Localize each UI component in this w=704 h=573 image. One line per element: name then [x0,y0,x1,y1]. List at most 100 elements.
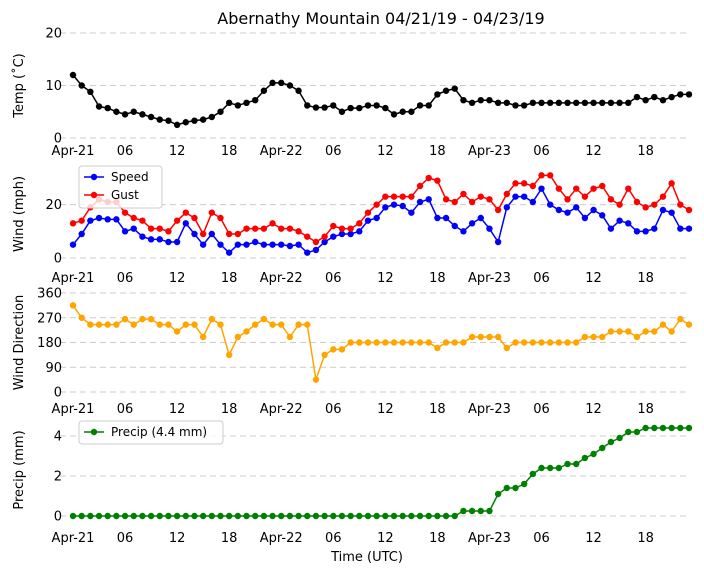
data-point [494,238,502,246]
data-point [356,339,363,346]
x-tick-label: 06 [533,271,550,286]
y-tick-label: 20 [45,27,62,42]
x-tick-label: 18 [221,271,238,286]
data-point [330,102,337,109]
x-tick-label: 06 [117,271,134,286]
data-point [104,104,111,112]
data-point [651,328,658,335]
data-point [321,351,328,359]
y-tick-label: 10 [45,79,62,94]
data-point [633,198,641,206]
x-tick-label: 18 [637,531,654,546]
data-point [633,93,641,101]
data-point [121,512,129,520]
data-point [113,216,120,223]
data-point [625,428,632,436]
data-point [503,204,511,211]
data-point [87,217,94,224]
data-point [312,246,320,254]
data-point [607,225,615,232]
data-point [121,209,129,216]
data-point [434,344,441,352]
x-tick-label: 12 [169,402,186,417]
data-point [234,512,242,520]
data-point [633,428,641,436]
data-point [182,512,189,520]
data-point [147,236,155,243]
data-point [364,209,372,216]
y-tick-label: 180 [37,336,62,351]
data-point [78,512,85,520]
data-point [529,198,537,206]
data-point [434,214,441,222]
data-point [78,82,85,89]
data-point [173,238,181,246]
data-point [251,225,259,232]
data-point [677,424,684,432]
data-point [173,217,181,224]
data-point [260,87,268,94]
data-point [625,220,632,227]
data-point [225,249,233,256]
data-point [477,97,484,104]
y-axis-label: Wind (mph) [12,176,27,252]
y-tick-label: 360 [37,287,62,302]
data-point [599,182,606,190]
data-point [590,450,597,458]
data-point [217,321,224,328]
data-point [616,328,623,335]
data-point [460,507,467,515]
x-tick-label: 12 [377,271,394,286]
data-point [234,230,242,238]
data-point [199,230,207,238]
data-point [625,328,632,335]
y-tick-label: 0 [54,386,62,401]
data-point [625,99,632,107]
legend-marker [90,173,98,181]
data-point [139,315,146,323]
data-point [330,346,337,353]
data-point [286,225,294,232]
data-point [677,91,684,98]
data-point [199,333,207,341]
data-point [642,328,649,335]
data-point [520,193,528,200]
data-point [685,321,693,328]
data-point [599,212,606,219]
data-point [477,507,484,515]
data-point [477,333,484,341]
data-point [87,88,94,96]
x-tick-label: 06 [325,531,342,546]
x-tick-label: Apr-23 [468,531,511,546]
data-point [269,241,276,248]
x-tick-label: 18 [429,144,446,159]
data-point [486,97,493,104]
data-point [685,225,693,232]
x-tick-label: 12 [377,531,394,546]
y-tick-label: 20 [45,198,62,213]
data-point [217,214,224,222]
data-point [512,102,519,109]
data-point [520,480,528,488]
data-point [408,108,415,115]
data-point [330,222,337,230]
data-point [269,220,276,227]
x-tick-label: Apr-21 [52,144,95,159]
data-point [451,339,458,346]
data-point [243,225,250,232]
x-tick-label: 12 [169,144,186,159]
data-point [416,339,424,346]
x-tick-label: 18 [221,402,238,417]
data-point [182,209,189,216]
data-point [416,198,424,206]
data-point [286,333,294,341]
data-point [642,97,649,104]
data-point [581,193,589,200]
data-point [685,206,693,214]
data-point [260,315,268,323]
data-point [347,230,354,238]
x-tick-label: 06 [117,531,134,546]
legend-label: Speed [111,170,149,184]
data-point [278,241,285,248]
y-tick-label: 2 [54,470,62,485]
